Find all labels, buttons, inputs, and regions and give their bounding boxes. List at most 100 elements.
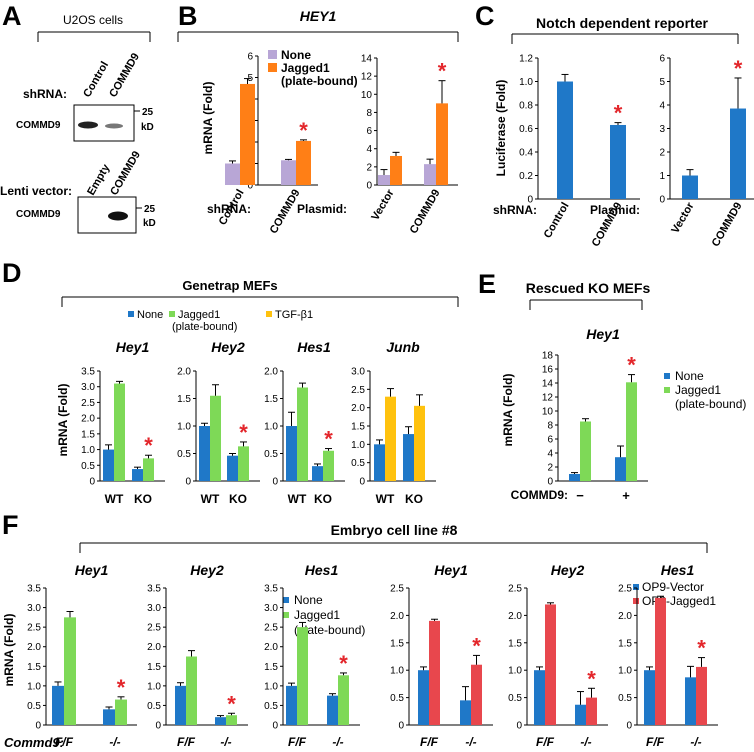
legend-d-tgf: TGF-β1 [275,309,313,321]
d3-y-tick-label: 1.5 [264,394,278,405]
d1-y-tick-label: 2.0 [81,414,95,425]
e1-y-tick-label: 16 [542,365,554,376]
b2-bar [378,175,390,185]
panel-d: D Genetrap MEFs None Jagged1 (plate-boun… [2,258,459,506]
d4-bar [374,444,385,481]
f1-bar [103,709,115,725]
c2-category-label: Vector [669,200,697,236]
e1-y-tick-label: 6 [547,435,553,446]
d2-y-tick-label: 0 [185,477,191,488]
b2-y-tick-label: 10 [361,90,373,101]
bracket-b [177,31,459,42]
b2-y-tick-label: 8 [366,108,372,119]
legend-b-jag: Jagged1 [281,61,330,75]
panel-e: E Rescued KO MEFs mRNA (Fold) None Jagge… [478,269,746,503]
c1-y-tick-label: 0.2 [519,171,533,182]
legend-e-jag: Jagged1 [675,383,721,397]
chart-f-hey1-op9: 0 0.5 1.0 1.5 2.0 2.5 Hey1 F/F * -/- [390,562,493,749]
f2-significance-star: * [227,691,236,716]
legend-d-none-swatch [128,311,134,317]
bracket-d [61,296,459,307]
f4-significance-star: * [472,633,481,658]
f1-y-tick-label: 2.0 [27,642,41,653]
f4-category-label: F/F [420,735,439,749]
f4-y-tick-label: 0 [398,721,404,732]
d1-y-tick-label: 1.5 [81,429,95,440]
f2-y-tick-label: 2.0 [147,642,161,653]
row-b-shrna: shRNA: [207,202,251,216]
f4-y-tick-label: 1.0 [390,666,404,677]
d4-bar [414,405,425,481]
f5-y-tick-label: 0 [516,721,522,732]
f2-category-label: F/F [177,735,196,749]
f3-bar [297,627,308,725]
panel-b: B HEY1 mRNA (Fold) None Jagged1 (plate-b… [177,1,459,236]
row-c-plasmid: Plasmid: [590,203,640,217]
e1-y-tick-label: 0 [547,477,553,488]
d1-y-tick-label: 2.5 [81,398,95,409]
f4-bar [460,700,471,725]
d1-y-tick-label: 3.5 [81,367,95,378]
ylabel-c: Luciferase (Fold) [494,80,508,177]
d1-y-tick-label: 3.0 [81,382,95,393]
d1-bar [143,458,154,481]
d1-significance-star: * [144,433,153,458]
c1-category-label: Control [542,201,572,241]
mw-25-2: 25 [144,204,156,215]
row-c-shrna: shRNA: [493,203,537,217]
f5-bar [534,670,545,725]
f2-y-tick-label: 2.5 [147,623,161,634]
b2-bar [424,164,436,185]
chart-f-hes1-jag: 0 0.5 1.0 1.5 2.0 2.5 3.0 3.5 Hes1 F/F * -/- [264,562,360,749]
f5-category-label: F/F [536,735,555,749]
f2-bar [186,656,197,725]
f1-bar [52,685,64,725]
f2-category-label: -/- [220,735,231,749]
c2-significance-star: * [734,56,743,81]
blot1-band-commd9 [105,123,123,129]
e1-bar [569,474,580,481]
b2-y-tick-label: 12 [361,72,373,83]
chart-f-hes1-op9: 0 0.5 1.0 1.5 2.0 2.5 Hes1 F/F * -/- [618,562,718,749]
f3-category-label: F/F [288,735,307,749]
b1-y-tick-label: 0 [247,181,253,192]
panel-letter-c: C [475,1,495,31]
legend-e-none-swatch [664,373,670,379]
d2-bar [227,455,238,481]
f4-y-tick-label: 0.5 [390,693,404,704]
d1-title: Hey1 [116,339,150,355]
panel-letter-b: B [178,1,198,31]
d3-y-tick-label: 2.0 [264,367,278,378]
f2-bar [175,685,186,725]
c2-y-tick-label: 3 [659,124,665,135]
d2-y-tick-label: 2.0 [177,367,191,378]
c1-bar [610,124,626,199]
f1-category-label: -/- [109,735,120,749]
band-commd9-2: COMMD9 [16,209,61,220]
c2-bar [730,108,746,199]
b1-bar [281,160,296,185]
f1-y-tick-label: 1.0 [27,681,41,692]
title-f: Embryo cell line #8 [331,522,458,538]
f4-bar [418,670,429,725]
c2-y-tick-label: 4 [659,101,665,112]
f1-bar [115,699,127,725]
c2-y-tick-label: 6 [659,54,665,65]
b2-category-label: Vector [369,187,397,223]
d1-category-label: WT [105,492,124,506]
row-f-commd9: Commd9: [4,735,64,750]
d2-bar [199,426,210,481]
legend-f-op9v: OP9-Vector [642,580,704,594]
b2-y-tick-label: 4 [366,144,372,155]
c1-y-tick-label: 1.0 [519,77,533,88]
blot1-band-control [78,121,98,129]
hey1-title-b: HEY1 [300,8,337,24]
legend-f-op9v-swatch [633,584,639,590]
f3-title: Hes1 [305,562,339,578]
f5-y-tick-label: 2.0 [508,611,522,622]
c2-category-label: COMMD9 [710,201,745,249]
legend-b-jag2: (plate-bound) [281,74,358,88]
legend-f-none-swatch [283,597,289,603]
f6-y-tick-label: 2.5 [618,584,632,595]
